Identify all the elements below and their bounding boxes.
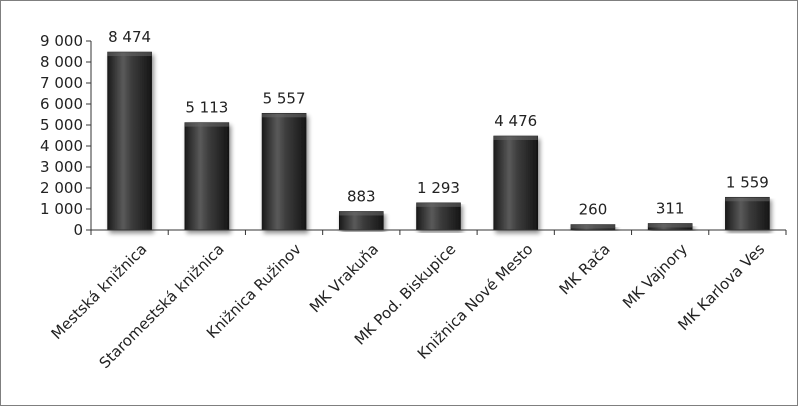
bar <box>725 197 769 230</box>
data-label: 1 293 <box>417 179 460 197</box>
bar-bevel <box>571 225 615 229</box>
bar <box>417 203 461 230</box>
bar <box>108 52 152 230</box>
y-tick-label: 1 000 <box>40 200 83 218</box>
bar <box>185 123 229 230</box>
y-tick-label: 0 <box>73 221 83 239</box>
bar <box>262 113 306 230</box>
data-label: 883 <box>347 187 376 205</box>
bar-bevel <box>648 223 692 227</box>
bar-bevel <box>417 203 461 207</box>
data-label: 4 476 <box>494 112 537 130</box>
bar-bevel <box>339 211 383 215</box>
y-tick-label: 6 000 <box>40 95 83 113</box>
bar-bevel <box>185 123 229 127</box>
x-category-label: MK Rača <box>556 240 614 298</box>
bar <box>494 136 538 230</box>
bar-bevel <box>108 52 152 56</box>
y-tick-label: 9 000 <box>40 32 83 50</box>
y-tick-label: 3 000 <box>40 158 83 176</box>
data-label: 8 474 <box>108 28 151 46</box>
data-label: 311 <box>656 199 685 217</box>
y-axis: 0 1 000 2 000 3 000 4 000 5 000 6 000 7 000 8 00… <box>40 32 91 239</box>
y-tick-label: 2 000 <box>40 179 83 197</box>
data-label: 1 559 <box>726 173 769 191</box>
x-category-label: Staromestská knižnica <box>96 240 228 372</box>
y-tick-label: 5 000 <box>40 116 83 134</box>
bar-bevel <box>725 197 769 201</box>
data-label: 5 113 <box>185 99 228 117</box>
y-tick-label: 8 000 <box>40 53 83 71</box>
bar-bevel <box>494 136 538 140</box>
x-category-label: MK Vrakuňa <box>306 240 382 316</box>
y-tick-label: 7 000 <box>40 74 83 92</box>
data-label: 5 557 <box>263 89 306 107</box>
bar-bevel <box>262 113 306 117</box>
data-label: 260 <box>579 201 608 219</box>
x-category-label: MK Vajnory <box>619 240 691 312</box>
y-tick-label: 4 000 <box>40 137 83 155</box>
